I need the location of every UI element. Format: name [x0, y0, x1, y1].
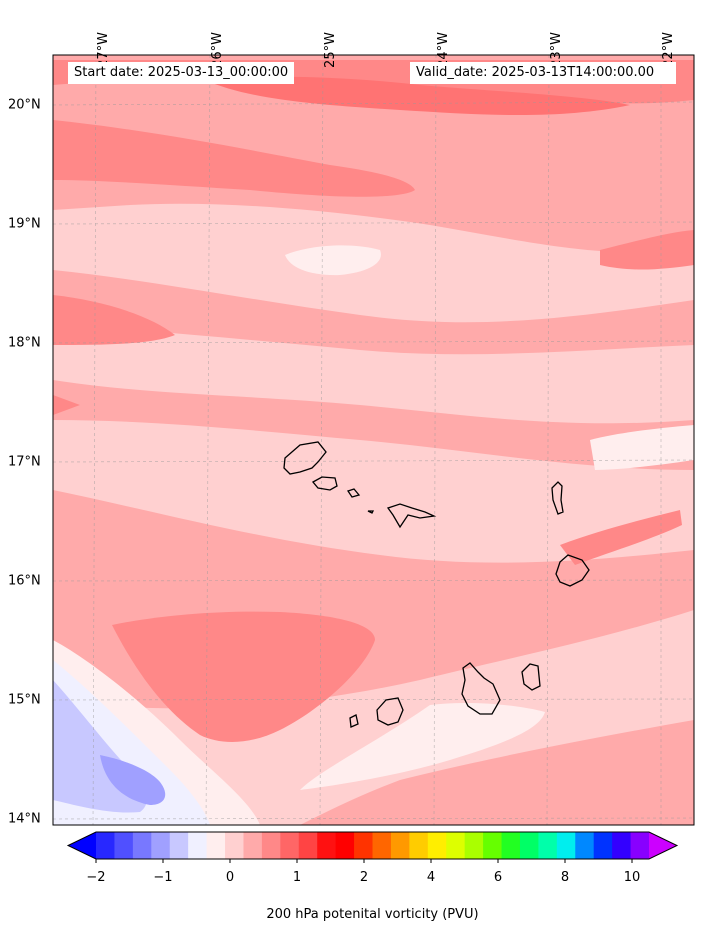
colorbar-tick-label: 1 — [292, 870, 302, 885]
colorbar-segment — [225, 832, 244, 859]
island-sao-nicolau-west — [367, 510, 375, 514]
colorbar-tick-label: 8 — [560, 870, 570, 885]
colorbar-segment — [151, 832, 171, 859]
colorbar-segment — [501, 832, 521, 859]
island-brava — [349, 714, 359, 728]
island-boa-vista — [555, 554, 590, 587]
island-santiago — [461, 662, 501, 715]
colorbar-segment — [575, 832, 595, 859]
colorbar-tick-label: 10 — [623, 870, 641, 885]
colorbar-segment — [169, 832, 189, 859]
latitude-label: 15°N — [8, 692, 41, 708]
colorbar-tick-label: 0 — [225, 870, 235, 885]
colorbar-extend-low — [68, 832, 96, 859]
colorbar-segment — [519, 832, 539, 859]
colorbar-segment — [243, 832, 263, 859]
colorbar-segment — [206, 832, 226, 859]
colorbar-segment — [483, 832, 503, 859]
island-fogo — [376, 697, 404, 726]
island-sao-nicolau — [386, 503, 437, 529]
colorbar-segment — [261, 832, 281, 859]
island-sal — [551, 481, 564, 515]
colorbar-segment — [132, 832, 152, 859]
colorbar-segment — [298, 832, 318, 859]
colorbar-segment — [538, 832, 558, 859]
longitude-label: 25°W — [323, 32, 338, 68]
colorbar-segment — [335, 832, 355, 859]
colorbar-segment — [593, 832, 613, 859]
latitude-label: 20°N — [8, 97, 41, 113]
colorbar-segment — [390, 832, 410, 859]
island-maio — [521, 663, 541, 691]
map-gridlines — [52, 54, 695, 826]
colorbar-segment — [96, 832, 115, 859]
cape-verde-islands — [283, 441, 590, 728]
colorbar-segment — [427, 832, 447, 859]
colorbar-segment — [612, 832, 632, 859]
colorbar-segment — [188, 832, 208, 859]
map-frame — [52, 54, 695, 826]
colorbar-tick-label: 4 — [426, 870, 436, 885]
latitude-label: 16°N — [8, 573, 41, 589]
colorbar-segment — [114, 832, 134, 859]
island-santo-antao — [283, 441, 327, 475]
colorbar-tick-label: 2 — [359, 870, 369, 885]
latitude-label: 18°N — [8, 335, 41, 351]
colorbar-segment — [446, 832, 466, 859]
colorbar-outline — [66, 831, 679, 860]
colorbar-tick-label: −1 — [153, 870, 173, 885]
start-date-label: Start date: 2025-03-13_00:00:00 — [68, 62, 295, 84]
colorbar-extend-high — [649, 832, 677, 859]
colorbar-segment — [317, 832, 337, 859]
colorbar-segment — [354, 832, 373, 859]
colorbar-segment — [464, 832, 484, 859]
island-sao-vicente — [311, 476, 338, 491]
latitude-label: 17°N — [8, 454, 41, 470]
colorbar-segment — [280, 832, 300, 859]
island-santa-luzia — [346, 488, 361, 498]
valid-date-label: Valid_date: 2025-03-13T14:00:00.00 — [410, 62, 676, 84]
colorbar — [66, 831, 679, 863]
colorbar-title: 200 hPa potenital vorticity (PVU) — [266, 907, 479, 922]
colorbar-tick-label: 6 — [493, 870, 503, 885]
latitude-label: 14°N — [8, 811, 41, 827]
latitude-label: 19°N — [8, 216, 41, 232]
pv-contour-field — [53, 55, 694, 825]
colorbar-segment — [372, 832, 392, 859]
colorbar-segment — [630, 832, 650, 859]
colorbar-segment — [409, 832, 429, 859]
colorbar-tick-label: −2 — [86, 870, 106, 885]
colorbar-segment — [556, 832, 576, 859]
